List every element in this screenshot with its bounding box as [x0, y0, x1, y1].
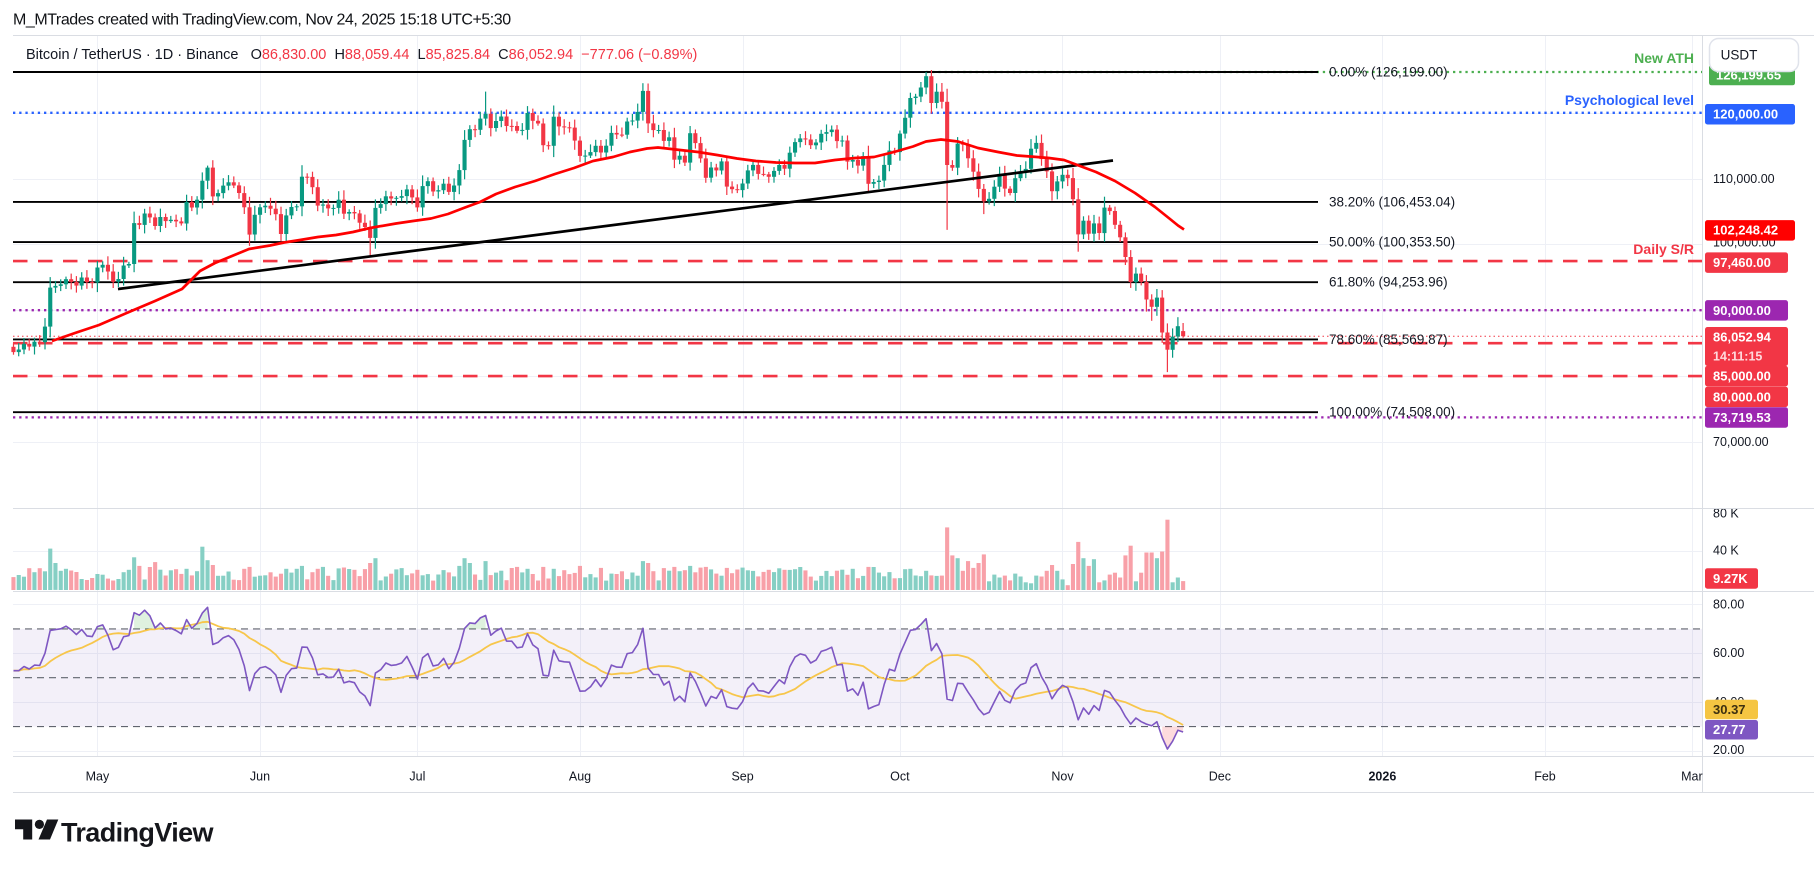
- svg-text:60.00: 60.00: [1713, 646, 1744, 660]
- svg-text:80 K: 80 K: [1713, 506, 1739, 520]
- svg-text:102,248.42: 102,248.42: [1713, 223, 1778, 238]
- svg-text:Daily S/R: Daily S/R: [1633, 241, 1694, 257]
- svg-text:Nov: Nov: [1051, 770, 1074, 784]
- svg-text:TradingView: TradingView: [61, 818, 215, 848]
- svg-text:Oct: Oct: [890, 770, 910, 784]
- svg-text:May: May: [86, 770, 110, 784]
- svg-text:90,000.00: 90,000.00: [1713, 303, 1771, 318]
- svg-text:Mar: Mar: [1681, 770, 1703, 784]
- svg-text:78.60% (85,569.87): 78.60% (85,569.87): [1329, 332, 1448, 347]
- svg-text:9.27K: 9.27K: [1713, 571, 1748, 586]
- svg-text:38.20% (106,453.04): 38.20% (106,453.04): [1329, 194, 1455, 209]
- svg-text:Dec: Dec: [1209, 770, 1231, 784]
- svg-text:85,000.00: 85,000.00: [1713, 369, 1771, 384]
- svg-text:Bitcoin / TetherUS · 1D · Bina: Bitcoin / TetherUS · 1D · Binance O86,83…: [26, 47, 697, 63]
- svg-text:14:11:15: 14:11:15: [1713, 350, 1762, 364]
- svg-text:80.00: 80.00: [1713, 597, 1744, 611]
- svg-text:Jun: Jun: [250, 770, 270, 784]
- svg-text:100.00% (74,508.00): 100.00% (74,508.00): [1329, 405, 1455, 420]
- svg-text:61.80% (94,253.96): 61.80% (94,253.96): [1329, 275, 1448, 290]
- svg-text:50.00% (100,353.50): 50.00% (100,353.50): [1329, 235, 1455, 250]
- svg-text:27.77: 27.77: [1713, 722, 1746, 737]
- svg-text:Sep: Sep: [731, 770, 753, 784]
- svg-text:73,719.53: 73,719.53: [1713, 410, 1771, 425]
- svg-text:97,460.00: 97,460.00: [1713, 255, 1771, 270]
- svg-text:2026: 2026: [1368, 770, 1396, 784]
- svg-text:Jul: Jul: [409, 770, 425, 784]
- svg-text:30.37: 30.37: [1713, 702, 1746, 717]
- svg-text:70,000.00: 70,000.00: [1713, 435, 1769, 449]
- svg-text:80,000.00: 80,000.00: [1713, 389, 1771, 404]
- svg-text:Aug: Aug: [569, 770, 591, 784]
- svg-text:110,000.00: 110,000.00: [1713, 172, 1775, 186]
- svg-text:USDT: USDT: [1721, 48, 1758, 63]
- svg-text:0.00% (126,199.00): 0.00% (126,199.00): [1329, 65, 1448, 80]
- svg-text:Psychological level: Psychological level: [1565, 92, 1694, 108]
- svg-text:M_MTrades created with Trading: M_MTrades created with TradingView.com, …: [13, 12, 511, 29]
- svg-text:20.00: 20.00: [1713, 743, 1744, 757]
- svg-text:Feb: Feb: [1534, 770, 1556, 784]
- svg-text:New ATH: New ATH: [1634, 50, 1694, 66]
- svg-text:40 K: 40 K: [1713, 543, 1739, 557]
- svg-text:86,052.94: 86,052.94: [1713, 330, 1772, 345]
- svg-text:120,000.00: 120,000.00: [1713, 107, 1778, 122]
